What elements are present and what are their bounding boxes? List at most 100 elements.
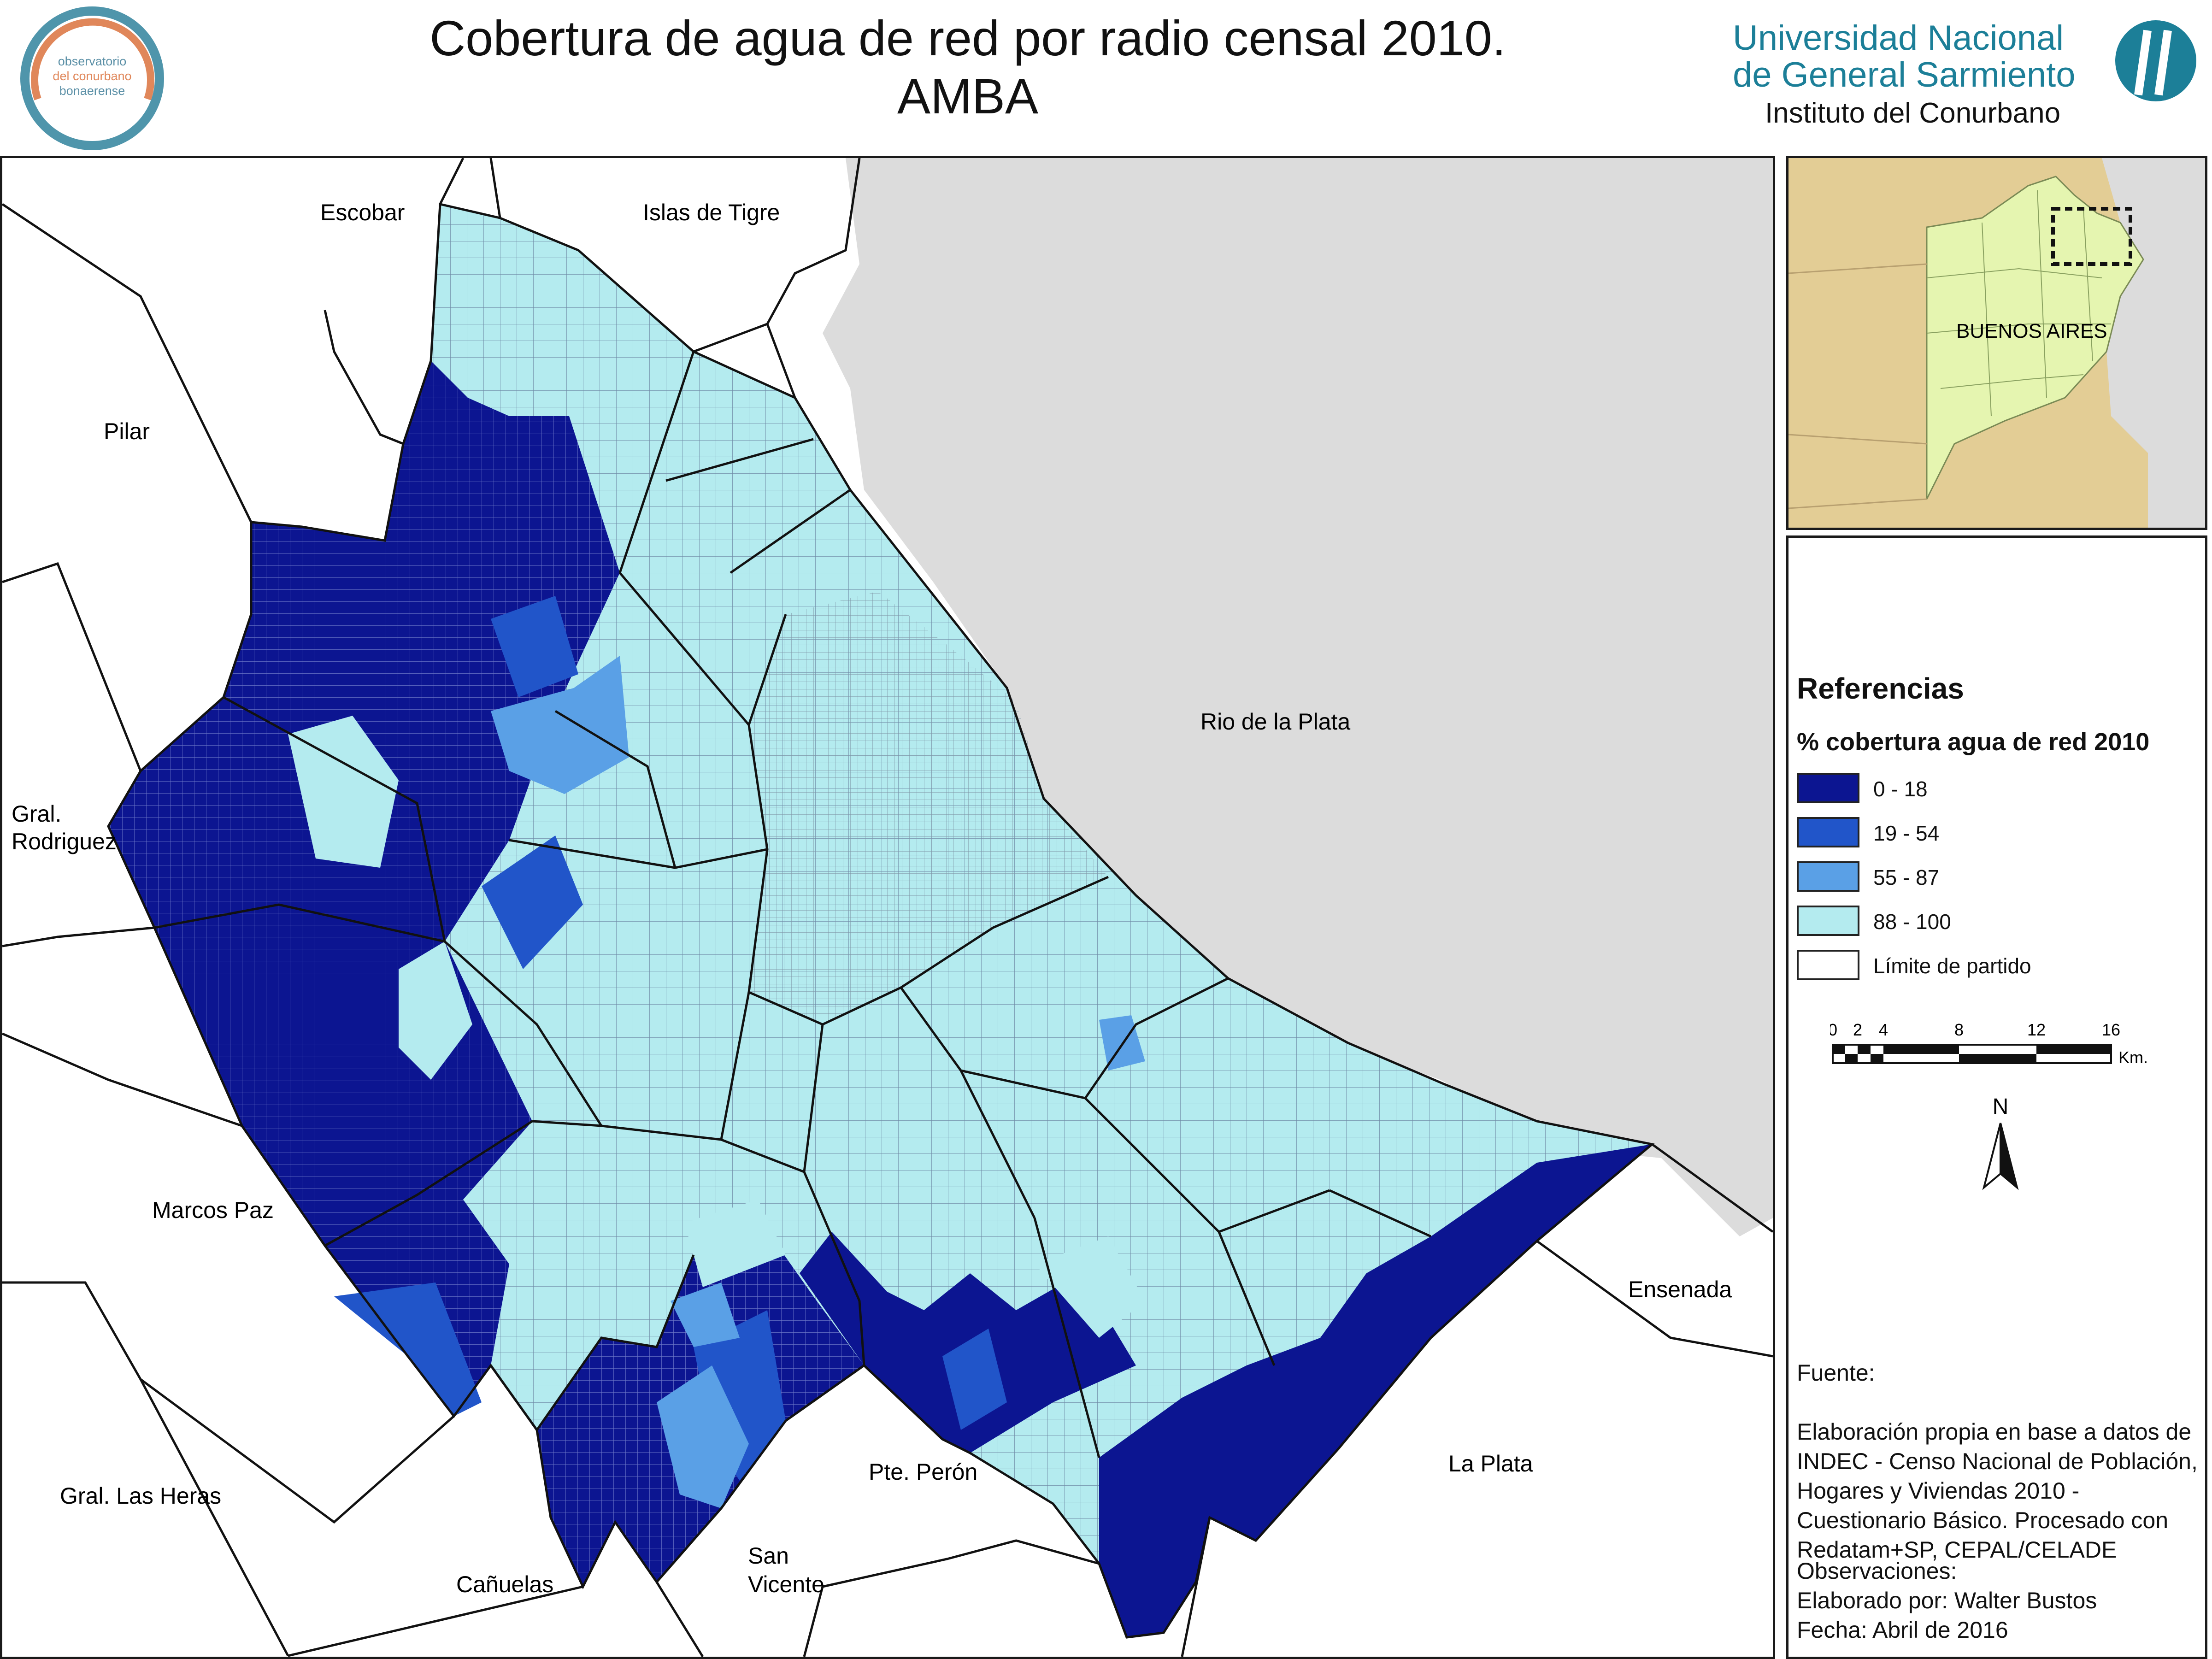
label-san-vicente-1: San (748, 1543, 789, 1569)
label-gral-las-heras: Gral. Las Heras (60, 1483, 221, 1509)
boundary-12 (822, 986, 1036, 1219)
ungs-line-1: Universidad Nacional (1733, 18, 2064, 58)
label-gral-rodriguez-2: Rodriguez (12, 829, 117, 854)
coverage-88-100-island-2 (399, 941, 472, 1080)
coverage-88-100-island-3 (684, 1200, 786, 1287)
scale-tick-12: 12 (2027, 1020, 2046, 1039)
ungs-logo: Universidad Nacional de General Sarmient… (1733, 18, 2196, 129)
boundary-7 (509, 839, 676, 869)
logo-text-3: bonaerense (59, 84, 125, 98)
inset-province-borders (1788, 263, 1927, 509)
map-title: Cobertura de agua de red por radio censa… (323, 9, 1613, 125)
boundary-16 (1218, 1231, 1276, 1366)
boundary-18 (535, 1254, 695, 1431)
inset-ocean (2102, 158, 2205, 528)
outer-line-16 (693, 158, 861, 353)
logo-arc (31, 18, 154, 100)
boundary-4 (729, 488, 851, 574)
boundary-1 (618, 351, 695, 573)
outer-line-11 (1536, 1240, 1773, 1358)
boundary-9 (532, 1120, 602, 1127)
outer-line-14 (439, 158, 465, 205)
scale-tick-8: 8 (1954, 1020, 1964, 1039)
north-label: N (1993, 1094, 2009, 1119)
legend-swatch-0-18 (1797, 773, 1859, 803)
boundary-14 (960, 977, 1229, 1100)
observations-date: Fecha: Abril de 2016 (1797, 1617, 2008, 1643)
coverage-88-100-island-1 (288, 716, 399, 868)
inset-amba-extent-box (2051, 207, 2132, 266)
ungs-line-2: de General Sarmiento (1733, 55, 2076, 94)
source-heading: Fuente: (1797, 1360, 1875, 1386)
source-text: Elaboración propia en base a datos de IN… (1797, 1419, 2198, 1563)
boundary-23 (1033, 1218, 1100, 1458)
observations-note: Observaciones: Elaborado por: Walter Bus… (1797, 1556, 2097, 1645)
amba-outline (107, 202, 1655, 1639)
scale-tick-0: 0 (1830, 1020, 1837, 1039)
source-note: Fuente: Elaboración propia en base a dat… (1797, 1329, 2202, 1594)
north-arrow: N (1982, 1094, 2019, 1190)
label-islas-tigre: Islas de Tigre (643, 200, 780, 225)
legend-swatch-88-100 (1797, 906, 1859, 936)
label-pilar: Pilar (104, 418, 150, 444)
outer-line-17 (766, 324, 796, 398)
inset-partido-lines (1926, 190, 2111, 417)
coverage-55-87-1 (491, 656, 629, 794)
legend-subtitle: % cobertura agua de red 2010 (1797, 728, 2150, 756)
outer-line-6 (139, 1378, 289, 1657)
boundary-20 (324, 1120, 533, 1247)
outer-partido-lines (2, 158, 1773, 1657)
rio-de-la-plata-water (823, 158, 1773, 1236)
coverage-88-100-island-4 (1035, 1236, 1145, 1338)
label-la-plata: La Plata (1448, 1451, 1533, 1477)
label-escobar: Escobar (320, 200, 405, 225)
observations-heading: Observaciones: (1797, 1558, 1957, 1584)
inset-label: BUENOS AIRES (1956, 320, 2107, 342)
coverage-19-54-3 (482, 835, 583, 969)
coverage-19-54-1 (334, 1282, 482, 1416)
map-canvas: Escobar Islas de Tigre Pilar Rio de la P… (2, 158, 1773, 1657)
label-rio-plata: Rio de la Plata (1200, 709, 1350, 735)
outer-line-12 (1651, 1143, 1773, 1233)
north-arrow-icon (1982, 1123, 2019, 1190)
label-marcos-paz: Marcos Paz (152, 1197, 274, 1223)
ungs-emblem-icon (2115, 20, 2196, 101)
boundary-5 (747, 724, 824, 1026)
boundary-11 (803, 1171, 865, 1366)
outer-line-15 (489, 158, 501, 218)
logo-text-1: observatorio (58, 54, 127, 68)
title-line-2: AMBA (897, 68, 1039, 124)
coverage-0-18-southeast (1099, 1144, 1652, 1637)
boundary-3 (665, 438, 814, 482)
outer-line-1 (2, 203, 253, 523)
label-canuelas: Cañuelas (456, 1571, 553, 1597)
legend-label-19-54: 19 - 54 (1873, 821, 1940, 845)
outer-line-8 (655, 1581, 704, 1657)
legend-label-88-100: 88 - 100 (1873, 910, 1951, 934)
outer-line-13 (324, 310, 404, 445)
logo-text-2: del conurbano (53, 69, 131, 83)
outer-line-3 (2, 926, 155, 947)
partido-boundaries (154, 351, 1432, 1458)
boundary-21 (223, 696, 446, 942)
coverage-19-54-4 (491, 596, 578, 697)
main-map: Escobar Islas de Tigre Pilar Rio de la P… (0, 156, 1775, 1659)
coverage-55-87-4 (671, 1282, 740, 1347)
inset-locator-map: BUENOS AIRES (1786, 156, 2207, 530)
label-pte-peron: Pte. Perón (869, 1459, 977, 1485)
legend-swatch-limite (1797, 950, 1859, 980)
legend-label-limite: Límite de partido (1873, 954, 2031, 978)
boundary-17 (1329, 1189, 1432, 1238)
legend-title: Referencias (1797, 672, 1964, 705)
legend-panel: Referencias % cobertura agua de red 2010… (1786, 535, 2207, 1659)
boundary-6 (554, 710, 768, 869)
logo-ring (20, 6, 164, 150)
outer-line-10 (1181, 1517, 1211, 1657)
legend-swatch-55-87 (1797, 861, 1859, 892)
legend-label-0-18: 0 - 18 (1873, 777, 1928, 801)
inset-buenos-aires-province (1926, 176, 2144, 500)
label-ensenada: Ensenada (1628, 1277, 1732, 1302)
scale-tick-16: 16 (2102, 1020, 2120, 1039)
legend-label-55-87: 55 - 87 (1873, 865, 1940, 889)
scale-tick-2: 2 (1853, 1020, 1862, 1039)
